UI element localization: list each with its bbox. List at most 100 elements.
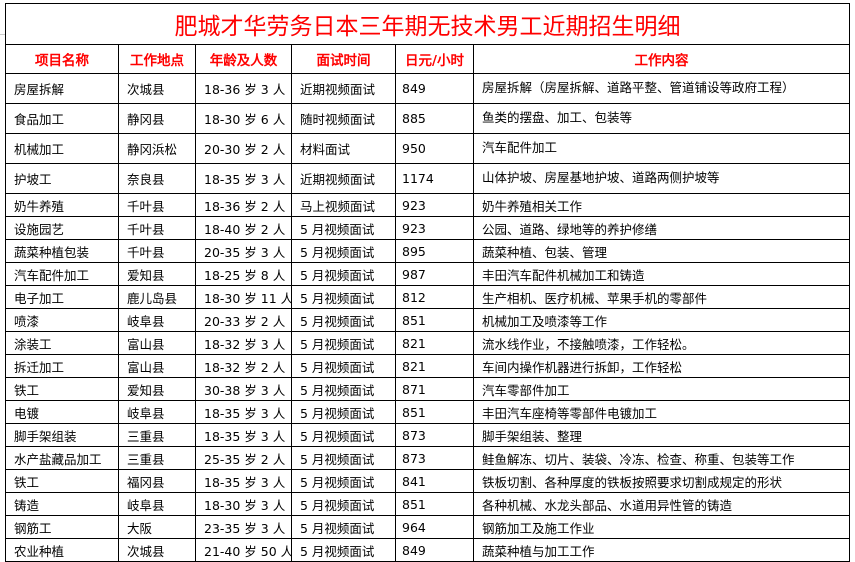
header-interview-time: 面试时间 [291, 44, 396, 74]
cell-age-count: 20-35 岁 3 人 [195, 239, 292, 263]
cell-hourly-yen: 841 [395, 469, 474, 493]
cell-project-name: 涂装工 [5, 331, 119, 355]
cell-hourly-yen: 950 [395, 133, 474, 164]
cell-interview-time: 近期视频面试 [291, 163, 396, 194]
cell-hourly-yen: 851 [395, 308, 474, 332]
cell-location: 大阪 [118, 515, 196, 539]
cell-project-name: 护坡工 [5, 163, 119, 194]
cell-hourly-yen: 873 [395, 423, 474, 447]
cell-age-count: 18-35 岁 3 人 [195, 423, 292, 447]
cell-location: 爱知县 [118, 262, 196, 286]
cell-hourly-yen: 851 [395, 492, 474, 516]
cell-location: 奈良县 [118, 163, 196, 194]
cell-job-content: 生产相机、医疗机械、苹果手机的零部件 [473, 285, 850, 309]
cell-interview-time: 5 月视频面试 [291, 216, 396, 240]
cell-age-count: 23-35 岁 3 人 [195, 515, 292, 539]
cell-age-count: 18-36 岁 2 人 [195, 193, 292, 217]
cell-job-content: 铁板切割、各种厚度的铁板按照要求切割成规定的形状 [473, 469, 850, 493]
cell-project-name: 设施园艺 [5, 216, 119, 240]
cell-hourly-yen: 885 [395, 103, 474, 134]
cell-age-count: 18-32 岁 3 人 [195, 331, 292, 355]
cell-age-count: 18-32 岁 2 人 [195, 354, 292, 378]
cell-hourly-yen: 873 [395, 446, 474, 470]
cell-location: 静冈浜松 [118, 133, 196, 164]
cell-hourly-yen: 849 [395, 538, 474, 562]
cell-location: 富山县 [118, 331, 196, 355]
cell-project-name: 钢筋工 [5, 515, 119, 539]
cell-interview-time: 5 月视频面试 [291, 400, 396, 424]
cell-hourly-yen: 1174 [395, 163, 474, 194]
cell-location: 鹿儿岛县 [118, 285, 196, 309]
cell-job-content: 蔬菜种植、包装、管理 [473, 239, 850, 263]
cell-age-count: 20-30 岁 2 人 [195, 133, 292, 164]
cell-job-content: 机械加工及喷漆等工作 [473, 308, 850, 332]
cell-age-count: 18-35 岁 3 人 [195, 163, 292, 194]
cell-hourly-yen: 851 [395, 400, 474, 424]
cell-job-content: 山体护坡、房屋基地护坡、道路两侧护坡等 [473, 163, 850, 194]
cell-interview-time: 马上视频面试 [291, 193, 396, 217]
cell-interview-time: 5 月视频面试 [291, 492, 396, 516]
cell-job-content: 鱼类的摆盘、加工、包装等 [473, 103, 850, 134]
page-title: 肥城才华劳务日本三年期无技术男工近期招生明细 [5, 3, 850, 45]
cell-location: 富山县 [118, 354, 196, 378]
cell-age-count: 25-35 岁 2 人 [195, 446, 292, 470]
cell-project-name: 蔬菜种植包装 [5, 239, 119, 263]
cell-location: 爱知县 [118, 377, 196, 401]
cell-hourly-yen: 821 [395, 331, 474, 355]
cell-age-count: 21-40 岁 50 人 [195, 538, 292, 562]
table-row: 奶牛养殖 千叶县 18-36 岁 2 人马上视频面试 923 奶牛养殖相关工作 [5, 193, 850, 217]
cell-project-name: 机械加工 [5, 133, 119, 164]
header-project-name: 项目名称 [5, 44, 119, 74]
cell-age-count: 18-30 岁 11 人 [195, 285, 292, 309]
recruitment-table: 肥城才华劳务日本三年期无技术男工近期招生明细 项目名称 工作地点 年龄及人数 面试时间… [5, 3, 850, 562]
cell-interview-time: 5 月视频面试 [291, 469, 396, 493]
cell-hourly-yen: 821 [395, 354, 474, 378]
cell-project-name: 电镀 [5, 400, 119, 424]
cell-age-count: 18-25 岁 8 人 [195, 262, 292, 286]
cell-interview-time: 5 月视频面试 [291, 446, 396, 470]
cell-hourly-yen: 812 [395, 285, 474, 309]
cell-project-name: 铸造 [5, 492, 119, 516]
cell-location: 千叶县 [118, 216, 196, 240]
cell-project-name: 铁工 [5, 377, 119, 401]
cell-job-content: 钢筋加工及施工作业 [473, 515, 850, 539]
cell-age-count: 18-35 岁 3 人 [195, 400, 292, 424]
cell-location: 福冈县 [118, 469, 196, 493]
cell-project-name: 汽车配件加工 [5, 262, 119, 286]
header-hourly-yen: 日元/小时 [395, 44, 474, 74]
cell-location: 岐阜县 [118, 400, 196, 424]
cell-interview-time: 5 月视频面试 [291, 285, 396, 309]
cell-age-count: 30-38 岁 3 人 [195, 377, 292, 401]
cell-job-content: 蔬菜种植与加工工作 [473, 538, 850, 562]
table-row: 房屋拆解 次城县 18-36 岁 3 人近期视频面试 849 房屋拆解（房屋拆解、道路平… [5, 73, 850, 104]
cell-project-name: 拆迁加工 [5, 354, 119, 378]
cell-interview-time: 5 月视频面试 [291, 423, 396, 447]
cell-interview-time: 近期视频面试 [291, 73, 396, 104]
cell-location: 次城县 [118, 538, 196, 562]
header-age-count: 年龄及人数 [195, 44, 292, 74]
cell-interview-time: 5 月视频面试 [291, 515, 396, 539]
cell-interview-time: 材料面试 [291, 133, 396, 164]
cell-location: 岐阜县 [118, 492, 196, 516]
cell-age-count: 20-33 岁 2 人 [195, 308, 292, 332]
table-row: 护坡工 奈良县 18-35 岁 3 人近期视频面试 1174 山体护坡、房屋基地护坡、道… [5, 163, 850, 194]
cell-location: 千叶县 [118, 193, 196, 217]
cell-hourly-yen: 895 [395, 239, 474, 263]
cell-job-content: 丰田汽车座椅等零部件电镀加工 [473, 400, 850, 424]
cell-hourly-yen: 871 [395, 377, 474, 401]
cell-interview-time: 5 月视频面试 [291, 308, 396, 332]
cell-job-content: 脚手架组装、整理 [473, 423, 850, 447]
cell-job-content: 车间内操作机器进行拆卸，工作轻松 [473, 354, 850, 378]
cell-interview-time: 5 月视频面试 [291, 331, 396, 355]
table-row: 机械加工 静冈浜松 20-30 岁 2 人材料面试 950 汽车配件加工 [5, 133, 850, 164]
header-location: 工作地点 [118, 44, 196, 74]
